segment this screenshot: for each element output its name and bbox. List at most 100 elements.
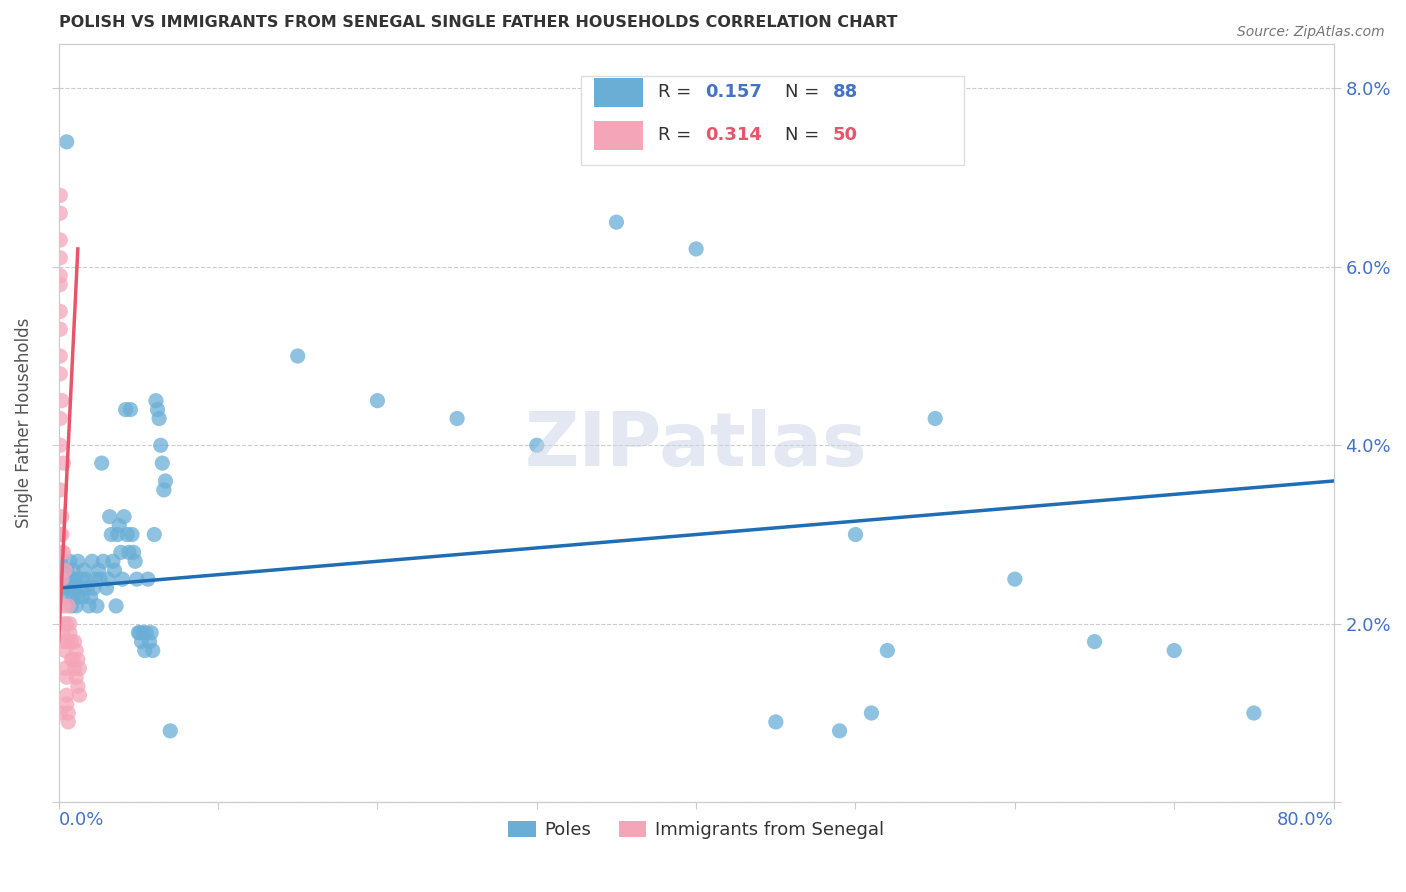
Point xyxy=(49,188,72,202)
Point xyxy=(49,268,72,283)
Point xyxy=(59,581,82,595)
Point xyxy=(49,349,72,363)
Point xyxy=(108,518,131,533)
Point xyxy=(87,563,110,577)
Point xyxy=(1083,634,1105,648)
Point xyxy=(136,572,159,586)
Point xyxy=(49,367,72,381)
Point xyxy=(49,322,72,336)
Point xyxy=(159,723,181,738)
Point xyxy=(55,563,77,577)
Point xyxy=(101,554,124,568)
Point xyxy=(139,625,162,640)
Point xyxy=(91,554,114,568)
Point xyxy=(63,661,86,675)
Point xyxy=(66,679,89,693)
Point xyxy=(60,634,83,648)
Point xyxy=(150,456,173,470)
Point xyxy=(55,688,77,702)
Point xyxy=(60,652,83,666)
Point xyxy=(112,509,135,524)
Point xyxy=(52,563,75,577)
Point xyxy=(63,572,86,586)
Point xyxy=(59,616,82,631)
Point xyxy=(118,545,141,559)
Point xyxy=(67,581,90,595)
Legend: Poles, Immigrants from Senegal: Poles, Immigrants from Senegal xyxy=(502,814,891,847)
Point xyxy=(122,545,145,559)
Point xyxy=(49,277,72,292)
Point xyxy=(66,590,89,604)
Point xyxy=(120,402,142,417)
Point xyxy=(132,625,155,640)
Point xyxy=(67,688,90,702)
Point xyxy=(1243,706,1265,720)
Text: POLISH VS IMMIGRANTS FROM SENEGAL SINGLE FATHER HOUSEHOLDS CORRELATION CHART: POLISH VS IMMIGRANTS FROM SENEGAL SINGLE… xyxy=(59,15,897,30)
Point xyxy=(51,545,73,559)
Point xyxy=(49,438,72,452)
Point xyxy=(62,563,84,577)
Point xyxy=(63,581,86,595)
Point xyxy=(66,652,89,666)
Point xyxy=(75,572,97,586)
Point xyxy=(111,572,134,586)
Point xyxy=(55,697,77,711)
Point xyxy=(876,643,898,657)
Point xyxy=(89,572,111,586)
Point xyxy=(70,572,93,586)
Point xyxy=(52,599,75,613)
Point xyxy=(105,599,128,613)
Point xyxy=(55,572,77,586)
Point xyxy=(129,625,152,640)
Point xyxy=(66,554,89,568)
Point xyxy=(155,474,177,488)
Point xyxy=(1163,643,1185,657)
Point xyxy=(65,670,87,684)
Point xyxy=(58,706,80,720)
Point xyxy=(55,670,77,684)
Point xyxy=(103,563,125,577)
Point xyxy=(765,714,787,729)
Text: Source: ZipAtlas.com: Source: ZipAtlas.com xyxy=(1237,25,1385,39)
Point xyxy=(59,554,82,568)
Text: 0.314: 0.314 xyxy=(704,127,762,145)
Point xyxy=(526,438,548,452)
Point xyxy=(49,233,72,247)
Text: N =: N = xyxy=(786,127,825,145)
Point xyxy=(84,572,107,586)
Point xyxy=(115,527,138,541)
Point xyxy=(860,706,883,720)
Point xyxy=(82,554,104,568)
Point xyxy=(53,581,76,595)
Point xyxy=(100,527,122,541)
Point xyxy=(49,206,72,220)
Point xyxy=(114,402,136,417)
Point xyxy=(86,599,108,613)
Point xyxy=(53,661,76,675)
Point xyxy=(51,572,73,586)
Point xyxy=(76,581,98,595)
Point xyxy=(605,215,627,229)
Point xyxy=(1004,572,1026,586)
Point xyxy=(77,599,100,613)
Point xyxy=(366,393,388,408)
Text: R =: R = xyxy=(658,83,697,101)
Point xyxy=(62,590,84,604)
Point xyxy=(138,634,160,648)
Point xyxy=(98,509,121,524)
Point xyxy=(125,572,148,586)
Point xyxy=(83,581,105,595)
Point xyxy=(49,411,72,425)
Point xyxy=(52,616,75,631)
Point xyxy=(145,393,167,408)
Point xyxy=(148,411,170,425)
Point xyxy=(844,527,866,541)
FancyBboxPatch shape xyxy=(595,78,643,107)
Point xyxy=(127,625,149,640)
Point xyxy=(146,402,169,417)
Point xyxy=(58,599,80,613)
Point xyxy=(53,634,76,648)
Point xyxy=(49,554,72,568)
Point xyxy=(110,545,132,559)
Point xyxy=(135,625,157,640)
